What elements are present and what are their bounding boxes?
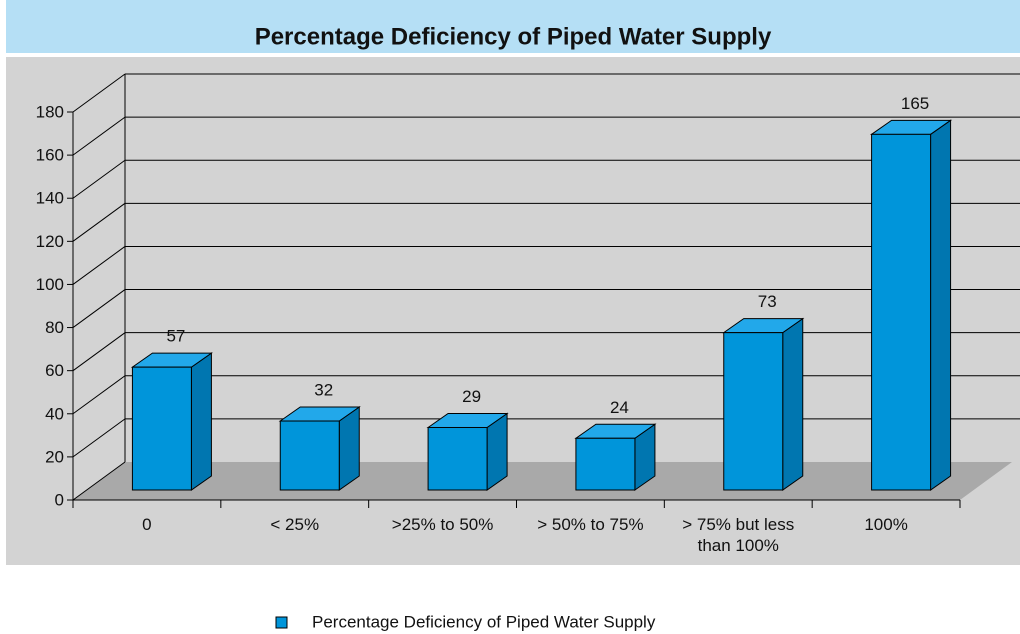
x-tick-label: > 75% but less than 100% — [682, 515, 795, 555]
y-tick-label: 80 — [45, 318, 64, 337]
wall-grid-line — [72, 418, 126, 458]
x-tick-label: < 25% — [270, 515, 320, 534]
bar — [575, 437, 636, 491]
y-tick-label: 60 — [45, 361, 64, 380]
x-tick-label: 0 — [142, 515, 152, 534]
x-tick-label: >25% to 50% — [391, 515, 494, 534]
bar-side — [930, 119, 952, 491]
bar-side — [190, 352, 212, 491]
data-label: 24 — [610, 398, 629, 417]
chart-title: Percentage Deficiency of Piped Water Sup… — [255, 23, 772, 50]
y-tick-label: 0 — [55, 490, 64, 509]
bar — [279, 420, 340, 491]
data-label: 32 — [314, 381, 333, 400]
wall-grid-line — [72, 159, 126, 199]
bar — [871, 133, 932, 491]
y-tick-label: 20 — [45, 447, 64, 466]
wall-grid-line — [72, 289, 126, 328]
wall-grid-line — [72, 73, 126, 113]
x-tick-label: 100% — [864, 515, 908, 534]
legend-swatch — [275, 616, 288, 629]
bar-side — [782, 317, 804, 491]
data-label: 165 — [901, 94, 929, 113]
y-tick-label: 120 — [36, 232, 64, 251]
wall-grid-line — [72, 461, 126, 501]
y-tick-label: 40 — [45, 404, 64, 423]
y-tick-label: 100 — [36, 275, 64, 294]
wall-grid-line — [72, 202, 126, 242]
wall-grid-line — [72, 116, 126, 156]
wall-grid-line — [72, 375, 126, 415]
title-bar — [6, 0, 1020, 53]
y-tick-label: 140 — [36, 189, 64, 208]
wall-grid-line — [72, 332, 126, 372]
data-label: 57 — [166, 327, 185, 346]
bar — [131, 366, 192, 491]
legend-label: Percentage Deficiency of Piped Water Sup… — [312, 612, 656, 631]
bar — [427, 426, 488, 491]
y-tick-label: 160 — [36, 146, 64, 165]
x-tick-label: > 50% to 75% — [537, 515, 644, 534]
data-label: 73 — [758, 292, 777, 311]
y-tick-label: 180 — [36, 102, 64, 121]
bar — [723, 332, 784, 491]
data-label: 29 — [462, 387, 481, 406]
wall-grid-line — [72, 246, 126, 285]
